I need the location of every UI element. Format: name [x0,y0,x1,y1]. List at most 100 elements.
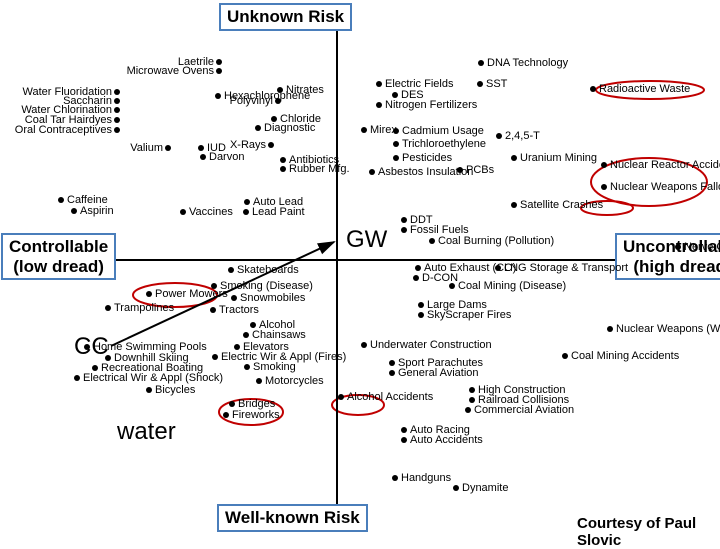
risk-point [511,202,517,208]
risk-label: LNG Storage & Transport [504,263,628,274]
risk-label: PCBs [466,165,494,176]
risk-point [469,397,475,403]
risk-point [212,354,218,360]
risk-label: Radioactive Waste [599,84,690,95]
risk-point [216,68,222,74]
risk-point [376,102,382,108]
risk-point [146,387,152,393]
axis-label-controllable: Controllable(low dread) [1,233,116,280]
risk-point [393,141,399,147]
risk-point [210,307,216,313]
risk-point [250,322,256,328]
risk-label: Vaccines [189,207,233,218]
risk-point [74,375,80,381]
risk-label: Power Mowers [155,289,228,300]
risk-point [607,326,613,332]
risk-point [418,302,424,308]
risk-point [389,370,395,376]
risk-label: Tractors [219,305,259,316]
risk-point [58,197,64,203]
risk-label: Nitrogen Fertilizers [385,100,477,111]
risk-point [234,344,240,350]
risk-point [495,265,501,271]
risk-label: Chainsaws [252,330,306,341]
risk-point [465,407,471,413]
risk-point [200,154,206,160]
risk-label: Cadmium Usage [402,126,484,137]
risk-label: Nuclear Weapons Fallout [610,182,720,193]
risk-label: Handguns [401,473,451,484]
annotation-water: water [117,418,176,446]
risk-point [114,98,120,104]
risk-point [71,208,77,214]
risk-point [277,87,283,93]
vertical-axis [336,30,338,510]
risk-point [376,81,382,87]
risk-point [601,184,607,190]
risk-point [244,364,250,370]
risk-label: Lead Paint [252,207,305,218]
risk-point [401,437,407,443]
annotation-gw: GW [346,226,387,254]
risk-point [429,238,435,244]
risk-label: Rubber Mfg. [289,164,350,175]
risk-label: SkyScraper Fires [427,310,511,321]
risk-point [392,92,398,98]
risk-point [389,360,395,366]
risk-label: Polyvinyl [230,96,273,107]
risk-point [165,145,171,151]
risk-point [401,427,407,433]
risk-label: Snowmobiles [240,293,305,304]
risk-point [401,217,407,223]
risk-label: Skateboards [237,265,299,276]
risk-label: Coal Mining Accidents [571,351,679,362]
risk-scatter-plot: Unknown Risk Controllable(low dread) Unc… [0,0,720,540]
risk-point [393,128,399,134]
risk-point [449,283,455,289]
risk-point [393,155,399,161]
risk-point [243,209,249,215]
risk-point [675,244,681,250]
risk-point [231,295,237,301]
risk-label: Underwater Construction [370,340,492,351]
axis-label-wellknown-risk: Well-known Risk [217,504,368,532]
risk-label: Fireworks [232,410,280,421]
risk-point [223,412,229,418]
risk-point [477,81,483,87]
risk-point [255,125,261,131]
risk-point [369,169,375,175]
risk-point [590,86,596,92]
risk-point [216,59,222,65]
risk-label: Smoking (Disease) [220,281,313,292]
risk-label: Aspirin [80,206,114,217]
risk-label: Coal Burning (Pollution) [438,236,554,247]
risk-label: Motorcycles [265,376,324,387]
risk-point [401,227,407,233]
risk-point [280,157,286,163]
horizontal-axis [55,259,690,261]
risk-point [268,142,274,148]
risk-label: 2,4,5-T [505,131,540,142]
risk-point [275,98,281,104]
risk-point [180,209,186,215]
risk-point [338,394,344,400]
risk-label: Dynamite [462,483,508,494]
risk-label: Nitrates [286,85,324,96]
risk-point [92,365,98,371]
risk-point [457,167,463,173]
axis-label-unknown-risk: Unknown Risk [219,3,352,31]
risk-label: SST [486,79,507,90]
risk-point [229,401,235,407]
risk-label: Nuclear Weapons (War) [616,324,720,335]
risk-label: Auto Accidents [410,435,483,446]
risk-label: Alcohol Accidents [347,392,433,403]
risk-point [256,378,262,384]
risk-label: Trampolines [114,303,174,314]
risk-point [478,60,484,66]
risk-label: Pesticides [402,153,452,164]
risk-point [562,353,568,359]
risk-point [244,199,250,205]
risk-point [280,166,286,172]
risk-point [361,342,367,348]
risk-point [198,145,204,151]
